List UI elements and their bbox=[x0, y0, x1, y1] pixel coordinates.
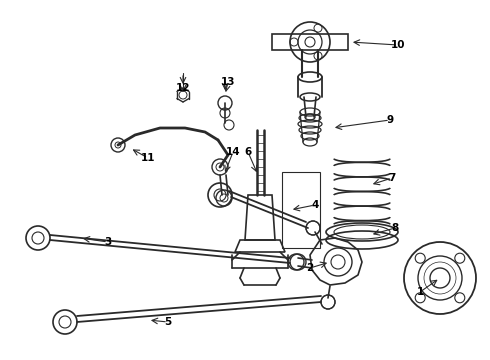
Text: 6: 6 bbox=[245, 147, 252, 157]
Text: 11: 11 bbox=[141, 153, 155, 163]
Text: 10: 10 bbox=[391, 40, 405, 50]
Text: 13: 13 bbox=[221, 77, 235, 87]
Text: 14: 14 bbox=[226, 147, 240, 157]
Text: 5: 5 bbox=[164, 317, 171, 327]
Text: 1: 1 bbox=[416, 287, 424, 297]
Text: 9: 9 bbox=[387, 115, 393, 125]
Text: 12: 12 bbox=[176, 83, 190, 93]
Text: 4: 4 bbox=[311, 200, 318, 210]
Text: 2: 2 bbox=[306, 263, 314, 273]
Text: 3: 3 bbox=[104, 237, 112, 247]
Text: 7: 7 bbox=[388, 173, 396, 183]
Text: 8: 8 bbox=[392, 223, 399, 233]
